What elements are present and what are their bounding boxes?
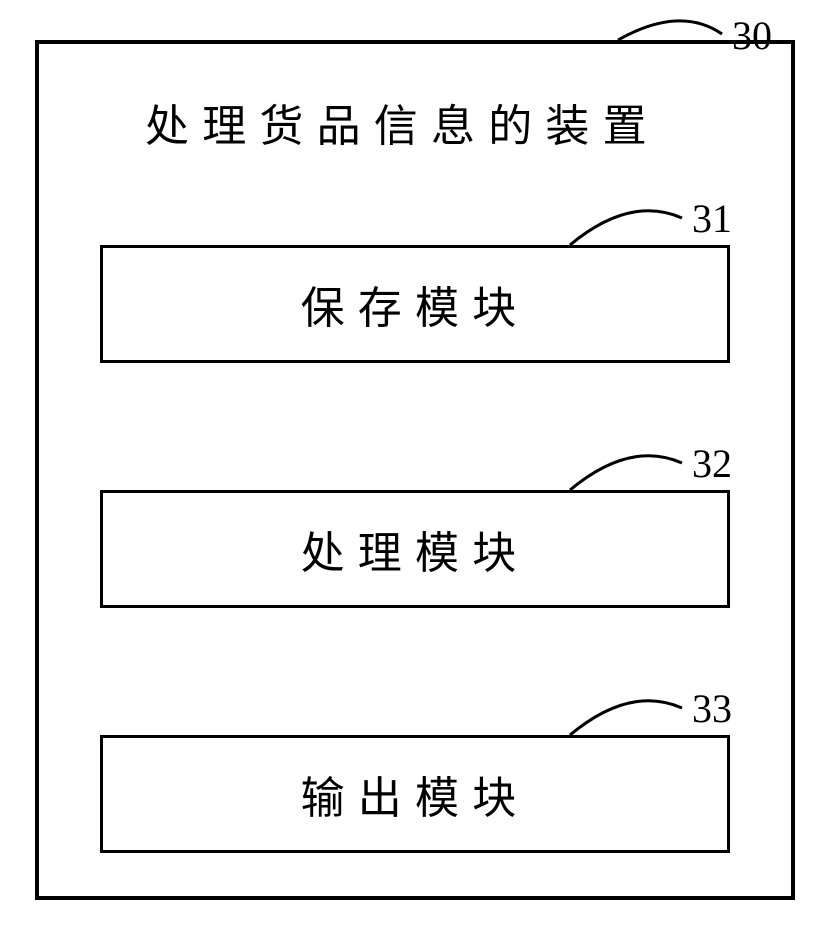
module-label: 处理模块 — [301, 517, 530, 581]
callout-label-31: 31 — [692, 195, 732, 242]
callout-label-32: 32 — [692, 440, 732, 487]
callout-label-30: 30 — [732, 12, 772, 59]
callout-label-33: 33 — [692, 685, 732, 732]
module-box-save: 保存模块 — [100, 245, 730, 363]
module-label: 保存模块 — [301, 272, 530, 336]
module-box-output: 输出模块 — [100, 735, 730, 853]
diagram-title: 处理货品信息的装置 — [145, 90, 660, 154]
module-label: 输出模块 — [301, 762, 530, 826]
module-box-process: 处理模块 — [100, 490, 730, 608]
